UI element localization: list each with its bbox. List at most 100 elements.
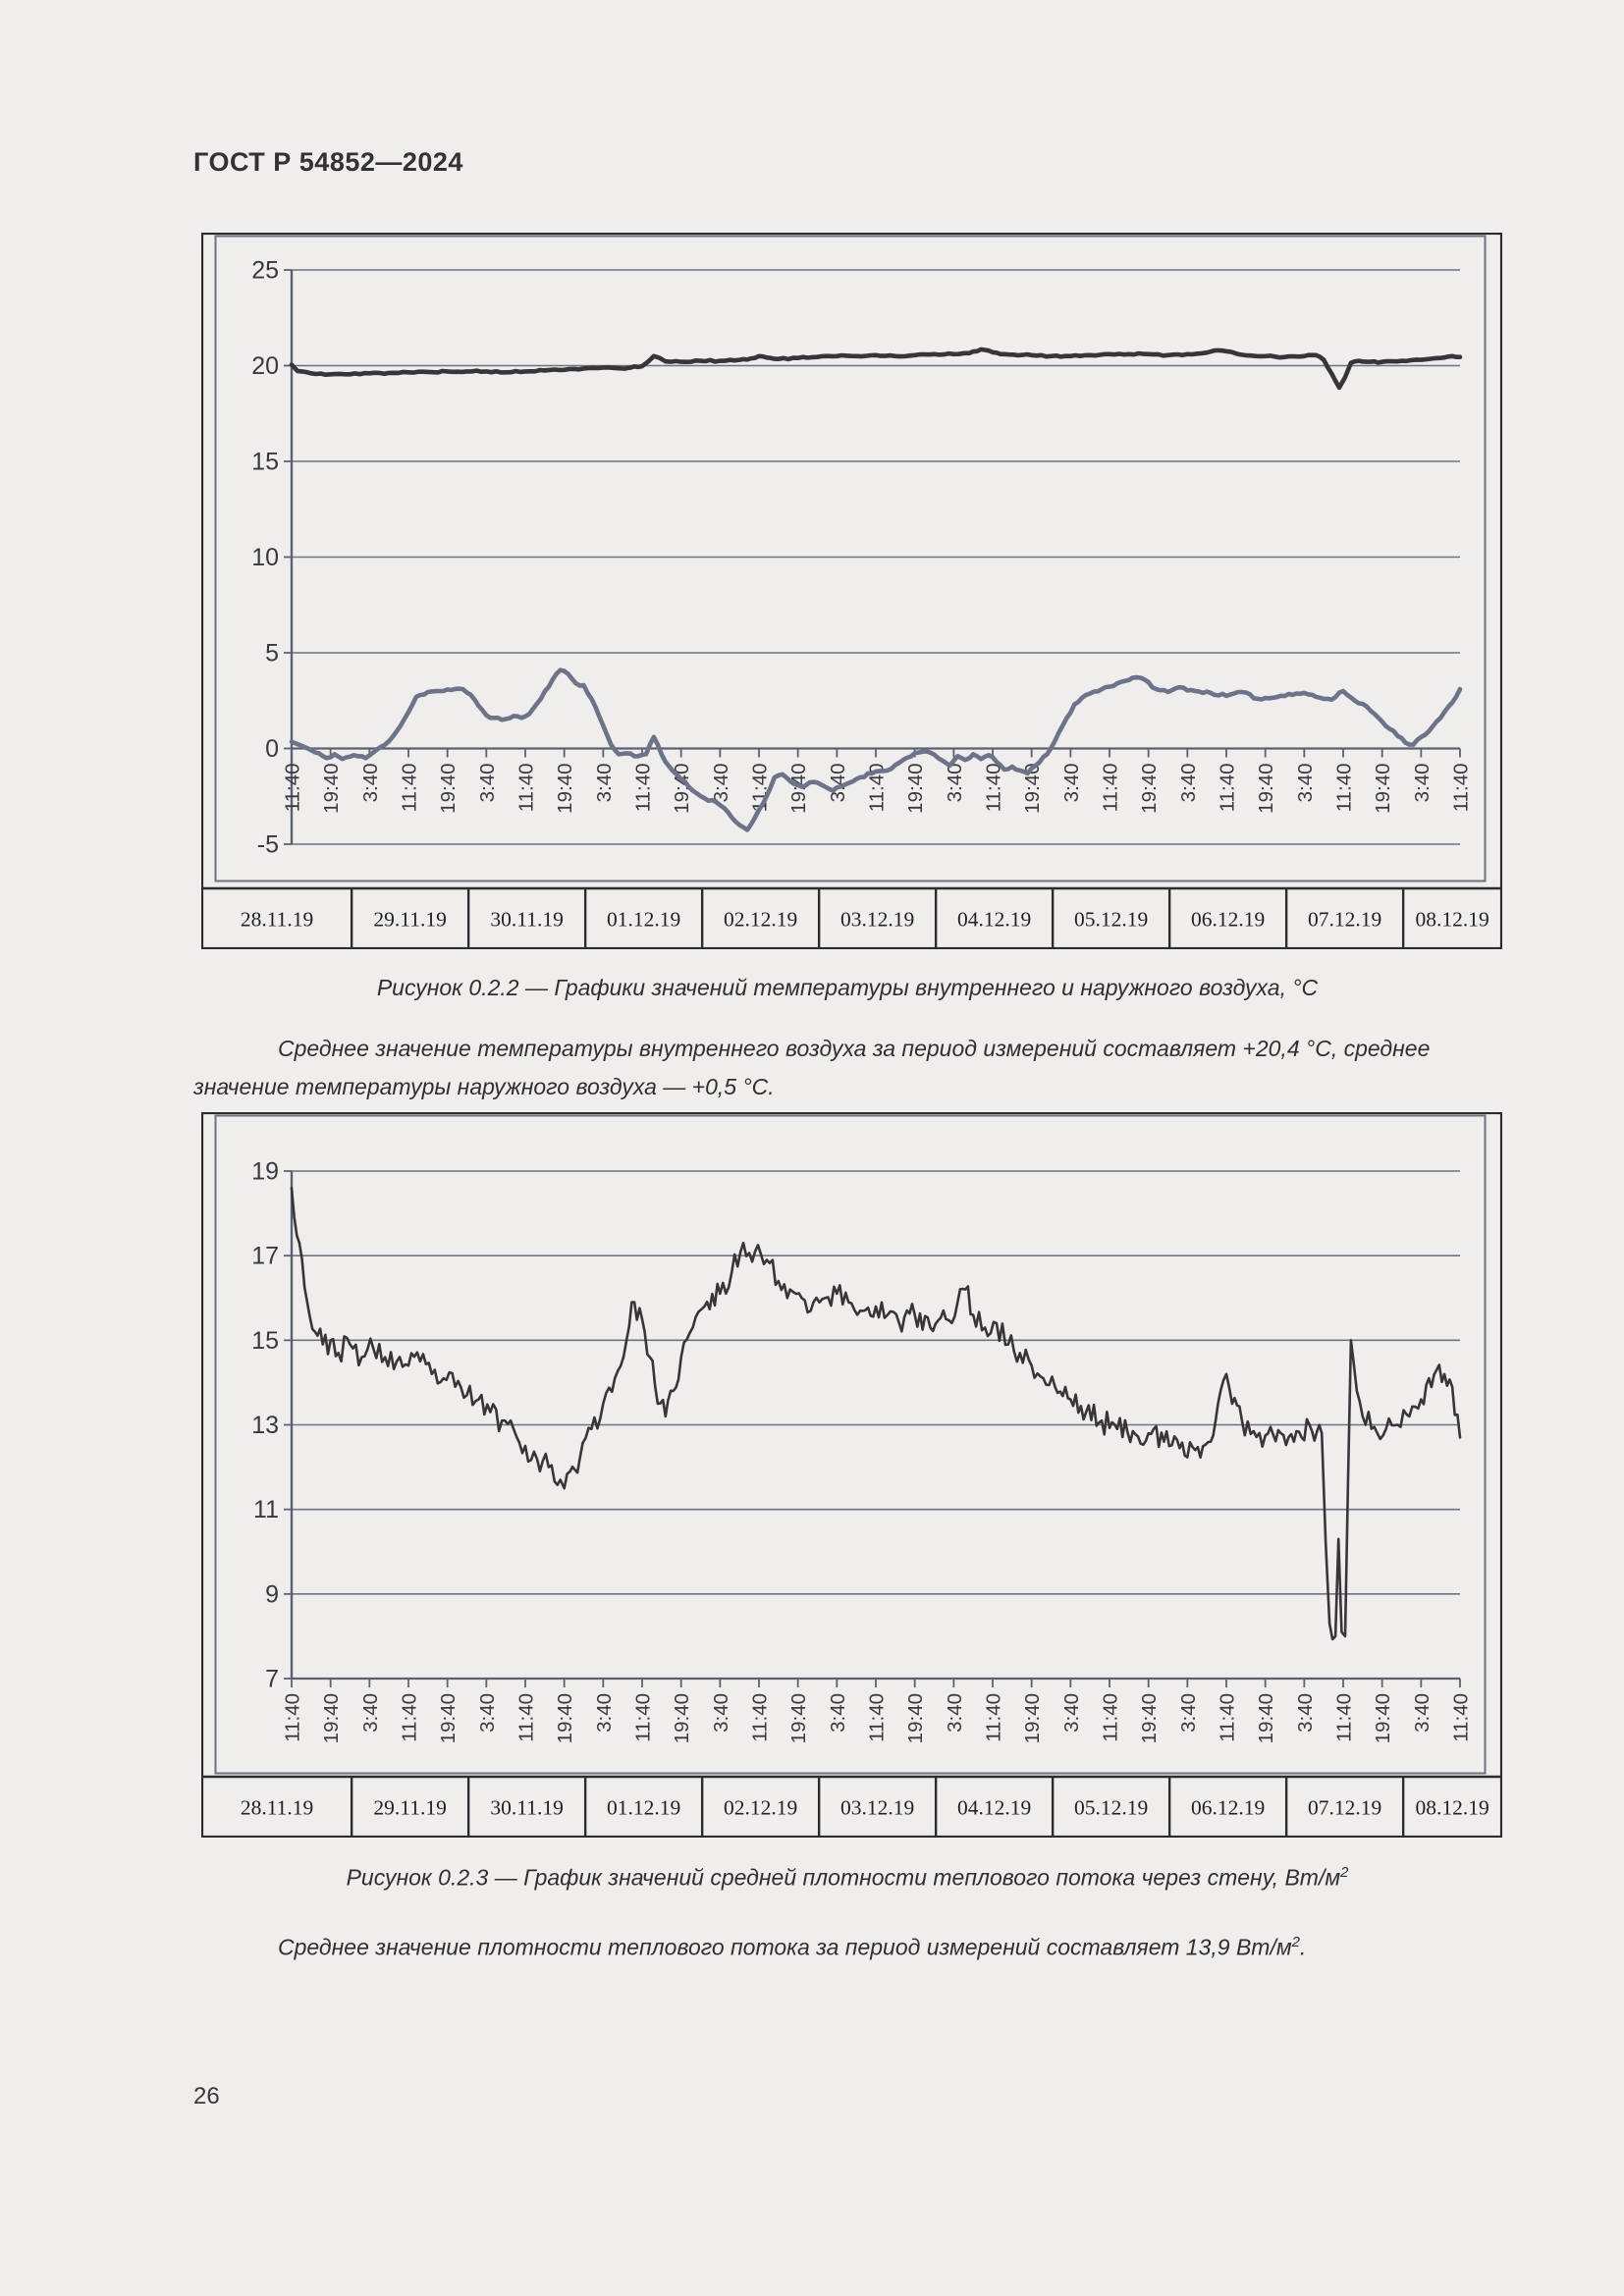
page-header: ГОСТ Р 54852—2024: [193, 147, 463, 177]
x-tick-label: 11:40: [1333, 764, 1356, 813]
x-tick-label: 19:40: [671, 1693, 693, 1743]
x-tick-label: 11:40: [983, 764, 1005, 813]
paragraph-mean-temperature: Среднее значение температуры внутреннего…: [193, 1036, 1431, 1099]
date-label: 02.12.19: [724, 1796, 797, 1820]
date-label: 01.12.19: [607, 1796, 680, 1820]
x-tick-label: 3:40: [827, 1693, 849, 1733]
figure-outer-border: [201, 233, 1502, 949]
y-tick-label: 10: [251, 544, 279, 571]
x-tick-label: 11:40: [632, 1693, 655, 1742]
date-table: 28.11.19 29.11.19 30.11.19 01.12.19 02.12.19…: [202, 1775, 1501, 1837]
x-tick-label: 3:40: [359, 1693, 382, 1733]
x-tick-label: 11:40: [515, 764, 538, 813]
date-label: 04.12.19: [957, 1796, 1031, 1820]
date-label: 08.12.19: [1415, 1796, 1489, 1820]
paragraph-mean-heat-flux: Среднее значение плотности теплового пот…: [278, 1934, 1307, 1960]
x-tick-label: 3:40: [944, 764, 966, 803]
x-tick-label: 11:40: [749, 1693, 772, 1742]
y-tick-label: 7: [265, 1666, 279, 1693]
x-ticks: [291, 1679, 1461, 1687]
x-tick-label: 11:40: [632, 764, 655, 813]
figure-0-2-3-caption: Рисунок 0.2.3 — График значений средней …: [346, 1864, 1349, 1891]
date-label: 05.12.19: [1074, 908, 1148, 932]
x-tick-label: 19:40: [904, 1693, 927, 1743]
x-tick-label: 19:40: [1255, 1693, 1277, 1743]
date-label: 07.12.19: [1308, 1796, 1381, 1820]
x-tick-label: 11:40: [1450, 1693, 1473, 1742]
x-tick-label: 19:40: [904, 764, 927, 814]
date-label: 03.12.19: [840, 908, 914, 932]
x-tick-label: 19:40: [320, 764, 343, 814]
date-label: 28.11.19: [241, 908, 313, 932]
date-table: 28.11.19 29.11.19 30.11.19 01.12.19 02.12.19…: [202, 886, 1501, 948]
x-tick-label: 11:40: [1450, 764, 1473, 813]
y-axis-labels: 19 17 15 13 11 9 7: [251, 1158, 279, 1693]
x-axis-labels: 11:40 19:40 3:40 11:40 19:40 3:40 11:40 19:40 3:…: [282, 764, 1473, 814]
x-tick-label: 3:40: [1177, 764, 1200, 803]
x-axis-labels: 11:40 19:40 3:40 11:40 19:40 3:40 11:40 19:40 3:…: [282, 1693, 1473, 1743]
x-tick-label: 3:40: [593, 764, 616, 803]
x-tick-label: 3:40: [593, 1693, 616, 1733]
y-tick-label: 19: [251, 1158, 279, 1186]
x-tick-label: 19:40: [1372, 764, 1394, 814]
date-label: 28.11.19: [241, 1796, 313, 1820]
date-label: 07.12.19: [1308, 908, 1381, 932]
x-tick-label: 3:40: [944, 1693, 966, 1733]
y-tick-label: 17: [251, 1243, 279, 1270]
chart-area-frame: [214, 1114, 1487, 1775]
x-tick-label: 19:40: [320, 1693, 343, 1743]
date-label: 30.11.19: [490, 908, 563, 932]
y-tick-label: 9: [265, 1580, 279, 1608]
x-tick-label: 3:40: [1060, 1693, 1083, 1733]
x-tick-label: 19:40: [1138, 1693, 1161, 1743]
x-tick-label: 3:40: [710, 1693, 732, 1733]
figure-0-2-2-caption: Рисунок 0.2.2 — Графики значений темпера…: [376, 975, 1319, 1000]
x-tick-label: 19:40: [787, 1693, 810, 1743]
x-tick-label: 3:40: [476, 764, 499, 803]
x-tick-label: 3:40: [710, 764, 732, 803]
x-tick-label: 11:40: [1217, 1693, 1239, 1742]
x-tick-label: 11:40: [399, 764, 421, 813]
x-tick-label: 19:40: [1372, 1693, 1394, 1743]
date-label: 04.12.19: [957, 908, 1031, 932]
x-tick-label: 11:40: [282, 764, 304, 813]
page-number: 26: [193, 2083, 220, 2109]
x-tick-label: 11:40: [1217, 764, 1239, 813]
y-tick-label: 0: [265, 735, 279, 763]
date-label: 06.12.19: [1191, 1796, 1265, 1820]
y-axis-labels: 25 20 15 10 5 0 -5: [251, 257, 279, 859]
x-tick-label: 19:40: [554, 1693, 576, 1743]
chart-area-frame: [214, 235, 1487, 882]
series-outdoor_air_temperature: [289, 667, 1463, 832]
date-label: 05.12.19: [1074, 1796, 1148, 1820]
x-tick-label: 19:40: [437, 764, 460, 814]
x-tick-label: 19:40: [787, 764, 810, 814]
y-tick-label: 15: [251, 449, 279, 476]
date-label: 03.12.19: [840, 1796, 914, 1820]
x-tick-label: 3:40: [1411, 764, 1434, 803]
x-tick-label: 3:40: [1294, 1693, 1317, 1733]
x-tick-label: 19:40: [1255, 764, 1277, 814]
date-label: 01.12.19: [607, 908, 680, 932]
x-tick-label: 3:40: [359, 764, 382, 803]
x-tick-label: 3:40: [1177, 1693, 1200, 1733]
x-tick-label: 11:40: [1100, 764, 1122, 813]
y-tick-label: 11: [253, 1496, 279, 1523]
date-labels: 28.11.19 29.11.19 30.11.19 01.12.19 02.12.19…: [241, 908, 1489, 932]
x-tick-label: 3:40: [1411, 1693, 1434, 1733]
y-tick-label: -5: [257, 831, 279, 859]
series-indoor_air_temperature: [289, 347, 1463, 391]
date-label: 30.11.19: [490, 1796, 563, 1820]
date-labels: 28.11.19 29.11.19 30.11.19 01.12.19 02.12.19…: [241, 1796, 1489, 1820]
x-tick-label: 11:40: [399, 1693, 421, 1742]
x-tick-label: 3:40: [1060, 764, 1083, 803]
x-tick-label: 11:40: [282, 1693, 304, 1742]
x-tick-label: 11:40: [1100, 1693, 1122, 1742]
paragraph-superscript: 2: [1291, 1934, 1300, 1950]
date-label: 29.11.19: [373, 1796, 446, 1820]
figure-outer-border: [201, 1112, 1502, 1838]
x-tick-label: 3:40: [476, 1693, 499, 1733]
